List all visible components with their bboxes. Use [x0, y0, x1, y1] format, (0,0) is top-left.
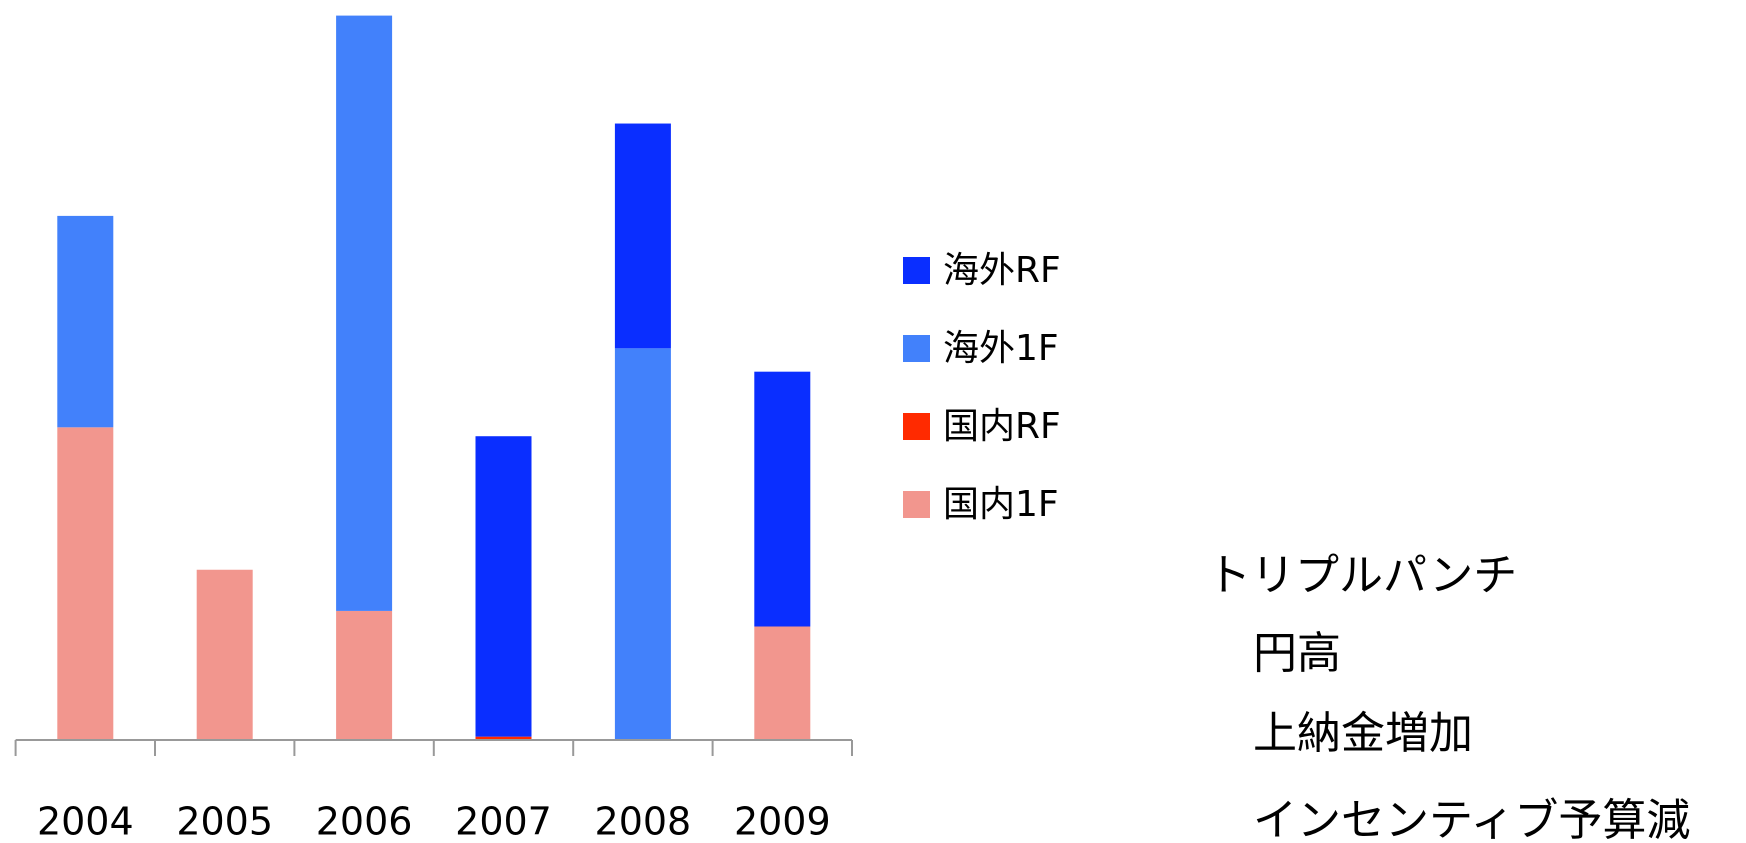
annotation: トリプルパンチ [1207, 550, 1517, 601]
x-tick-label: 2006 [316, 800, 413, 843]
bar-segment [475, 736, 532, 740]
bar-segment [614, 348, 671, 740]
bar-segment [57, 215, 114, 428]
bar-segment [754, 371, 811, 627]
legend-label: 海外1F [943, 328, 1059, 369]
annotation: 上納金増加 [1253, 708, 1473, 759]
x-tick-label: 2009 [734, 800, 831, 843]
x-tick-label: 2005 [176, 800, 273, 843]
legend-swatch [903, 491, 930, 518]
legend-label: 海外RF [943, 250, 1061, 291]
bar-segment [336, 15, 393, 611]
annotation: インセンティブ予算減 [1253, 795, 1690, 843]
x-tick-label: 2008 [595, 800, 692, 843]
legend-label: 国内1F [943, 484, 1059, 525]
bar-segment [57, 427, 114, 740]
legend-swatch [903, 413, 930, 440]
legend-label: 国内RF [943, 406, 1061, 447]
legend-swatch [903, 257, 930, 284]
x-tick-label: 2004 [37, 800, 134, 843]
bar-segment [336, 610, 393, 740]
bar-segment [754, 626, 811, 740]
legend-swatch [903, 335, 930, 362]
x-tick-label: 2007 [455, 800, 552, 843]
annotation: 円高 [1253, 628, 1341, 679]
bar-segment [475, 436, 532, 737]
bar-segment [614, 123, 671, 349]
bar-segment [196, 569, 253, 740]
